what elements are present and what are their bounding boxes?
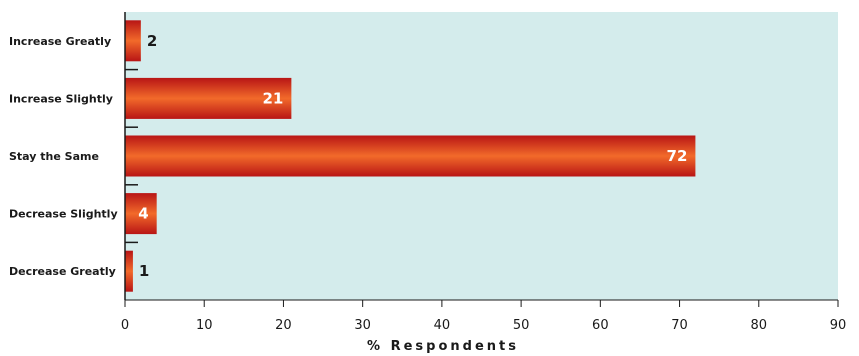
bar xyxy=(125,77,292,119)
bar xyxy=(125,250,133,292)
bar xyxy=(125,193,157,235)
data-label: 1 xyxy=(139,262,149,280)
bar xyxy=(125,135,696,177)
category-label: Decrease Greatly xyxy=(9,265,116,278)
x-tick-label: 90 xyxy=(830,318,847,333)
x-tick-label: 50 xyxy=(513,318,530,333)
x-tick-label: 10 xyxy=(196,318,213,333)
category-label: Increase Greatly xyxy=(9,35,111,48)
category-label: Stay the Same xyxy=(9,150,99,163)
x-tick-label: 40 xyxy=(434,318,451,333)
x-tick-label: 80 xyxy=(751,318,768,333)
x-tick-label: 70 xyxy=(671,318,688,333)
x-tick-label: 0 xyxy=(121,318,129,333)
y-axis-ticks xyxy=(125,68,138,244)
data-label: 21 xyxy=(262,89,283,107)
category-labels: Increase Greatly Increase Slightly Stay th… xyxy=(9,35,118,278)
x-tick-label: 60 xyxy=(592,318,609,333)
category-label: Increase Slightly xyxy=(9,92,113,105)
bars-group: 2 21 72 4 1 xyxy=(125,20,696,292)
data-label: 2 xyxy=(147,32,157,50)
category-label: Decrease Slightly xyxy=(9,208,118,221)
x-tick-label: 20 xyxy=(275,318,292,333)
x-tick-label: 30 xyxy=(354,318,371,333)
data-label: 4 xyxy=(138,205,148,223)
x-axis-label: % Respondents xyxy=(367,339,519,354)
data-label: 72 xyxy=(667,147,688,165)
bar xyxy=(125,20,141,62)
x-axis-ticks: 0 10 20 30 40 50 60 70 80 90 xyxy=(121,300,846,333)
